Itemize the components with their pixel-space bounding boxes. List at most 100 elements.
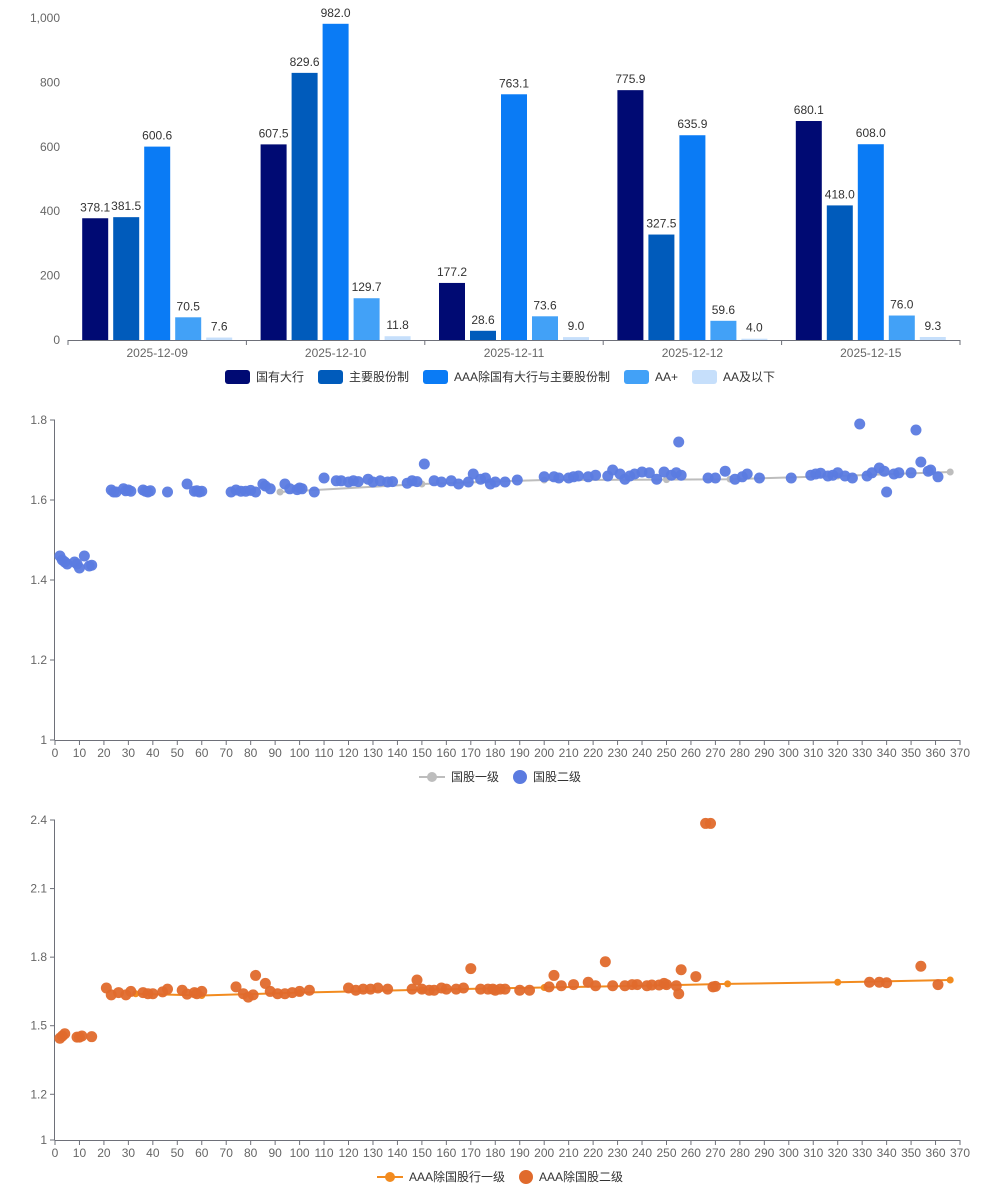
legend-swatch <box>224 369 250 384</box>
legend-item[interactable]: 国股二级 <box>513 768 581 785</box>
x-tick-label: 80 <box>244 1146 258 1160</box>
x-tick-label: 40 <box>146 1146 160 1160</box>
x-tick-label: 50 <box>171 1146 185 1160</box>
x-tick-label: 290 <box>754 746 774 760</box>
x-tick-label: 130 <box>363 746 383 760</box>
bar-data-label: 4.0 <box>746 321 763 335</box>
x-tick-label: 70 <box>220 746 234 760</box>
legend-swatch <box>317 369 343 384</box>
x-tick-label: 120 <box>338 1146 358 1160</box>
bar <box>710 320 737 340</box>
scatter-point <box>59 1028 71 1040</box>
scatter-point <box>643 467 655 479</box>
scatter-point <box>387 476 399 488</box>
scatter-point <box>568 979 580 991</box>
scatter-point <box>499 983 511 995</box>
bar-data-label: 9.3 <box>924 319 941 333</box>
x-tick-label: 250 <box>656 746 676 760</box>
y-tick-label: 1.2 <box>30 653 47 667</box>
scatter-point <box>230 981 242 993</box>
y-tick-label: 800 <box>40 75 60 89</box>
legend-swatch <box>692 369 718 384</box>
scatter-point <box>259 977 271 989</box>
bar-data-label: 7.6 <box>211 320 228 334</box>
line-point <box>276 488 284 496</box>
scatter-chart-1-panel: 1 1.2 1.4 1.6 1.8 0 10 20 30 40 50 60 70 80 90 100 110 12… <box>0 400 1000 795</box>
bar-data-label: 9.0 <box>568 319 585 333</box>
x-tick-label: 150 <box>412 1146 432 1160</box>
legend-item[interactable]: AA+ <box>624 369 678 384</box>
x-tick-label: 130 <box>363 1146 383 1160</box>
x-tick-label: 280 <box>730 746 750 760</box>
x-tick-label: 180 <box>485 746 505 760</box>
x-tick-label: 270 <box>705 1146 725 1160</box>
scatter-point <box>264 483 276 495</box>
x-tick-label: 340 <box>877 1146 897 1160</box>
scatter-chart-2: 1 1.2 1.5 1.8 2.1 2.4 0 10 20 30 40 50 60 70 80 90 100 11… <box>30 813 970 1160</box>
bar-chart-legend: 国有大行 主要股份制 AAA除国有大行与主要股份制 AA+ AA及以下 <box>0 368 1000 385</box>
bar <box>648 234 675 340</box>
x-tick-label: 190 <box>510 1146 530 1160</box>
bar-data-label: 327.5 <box>646 217 676 231</box>
bar-chart-panel: 0 200 400 600 800 1,000 2025-12-09 378.1 381.5 60… <box>0 0 1000 395</box>
x-tick-label: 280 <box>730 1146 750 1160</box>
scatter-point <box>411 476 423 488</box>
legend-item[interactable]: 国有大行 <box>224 368 304 385</box>
scatter-point <box>864 976 875 988</box>
line-point <box>946 468 954 476</box>
legend-label: 国有大行 <box>255 370 304 384</box>
legend-item[interactable]: 国股一级 <box>418 768 499 785</box>
legend-item[interactable]: AA及以下 <box>692 368 775 385</box>
x-tick-label: 300 <box>779 1146 799 1160</box>
x-tick-label: 290 <box>754 1146 774 1160</box>
legend-line-swatch <box>418 770 445 784</box>
scatter-point <box>881 977 893 989</box>
scatter-point <box>382 983 394 995</box>
x-tick-label: 170 <box>461 746 481 760</box>
scatter-point <box>709 980 721 992</box>
bar <box>563 337 589 340</box>
bar-chart: 0 200 400 600 800 1,000 2025-12-09 378.1 381.5 60… <box>30 6 961 360</box>
y-tick-label: 1 <box>40 1133 47 1147</box>
scatter-point <box>915 960 927 972</box>
x-tick-label: 170 <box>461 1146 481 1160</box>
scatter-point <box>785 472 797 484</box>
x-tick-label: 210 <box>559 1146 579 1160</box>
bar <box>322 23 349 341</box>
scatter-chart-1: 1 1.2 1.4 1.6 1.8 0 10 20 30 40 50 60 70 80 90 100 110 12… <box>30 413 970 760</box>
scatter-point <box>555 980 567 992</box>
scatter-point <box>162 486 174 498</box>
legend-item[interactable]: AAA除国股行一级 <box>376 1168 505 1185</box>
scatter-point <box>524 984 536 996</box>
x-tick-label: 150 <box>412 746 432 760</box>
scatter-point <box>303 984 315 996</box>
bar <box>679 135 706 340</box>
x-tick-label: 0 <box>52 1146 59 1160</box>
x-tick-label: 320 <box>828 1146 848 1160</box>
x-tick-label: 260 <box>681 1146 701 1160</box>
x-tick-label: 350 <box>901 746 921 760</box>
scatter-point <box>846 472 858 484</box>
x-tick-label: 20 <box>97 746 111 760</box>
legend-item[interactable]: 主要股份制 <box>317 368 409 385</box>
y-tick-label: 600 <box>40 140 60 154</box>
legend-item[interactable]: AAA除国股二级 <box>519 1168 623 1185</box>
scatter-point <box>905 467 917 479</box>
x-tick-label: 190 <box>510 746 530 760</box>
scatter-point <box>854 418 866 430</box>
x-tick-label: 110 <box>314 1146 333 1160</box>
scatter-point <box>125 985 137 997</box>
scatter-point <box>932 471 944 483</box>
scatter-point <box>76 1030 88 1042</box>
bar <box>501 94 527 340</box>
bar <box>439 282 465 340</box>
x-tick-label: 320 <box>828 746 848 760</box>
bar-data-label: 607.5 <box>259 126 289 140</box>
legend-item[interactable]: AAA除国有大行与主要股份制 <box>422 368 610 385</box>
x-tick-label: 100 <box>290 1146 310 1160</box>
scatter-point <box>453 478 465 490</box>
legend-label: AAA除国有大行与主要股份制 <box>453 370 610 384</box>
x-tick-label: 140 <box>387 746 407 760</box>
y-tick-label: 2.1 <box>30 882 47 896</box>
y-tick-label: 1 <box>40 733 47 747</box>
